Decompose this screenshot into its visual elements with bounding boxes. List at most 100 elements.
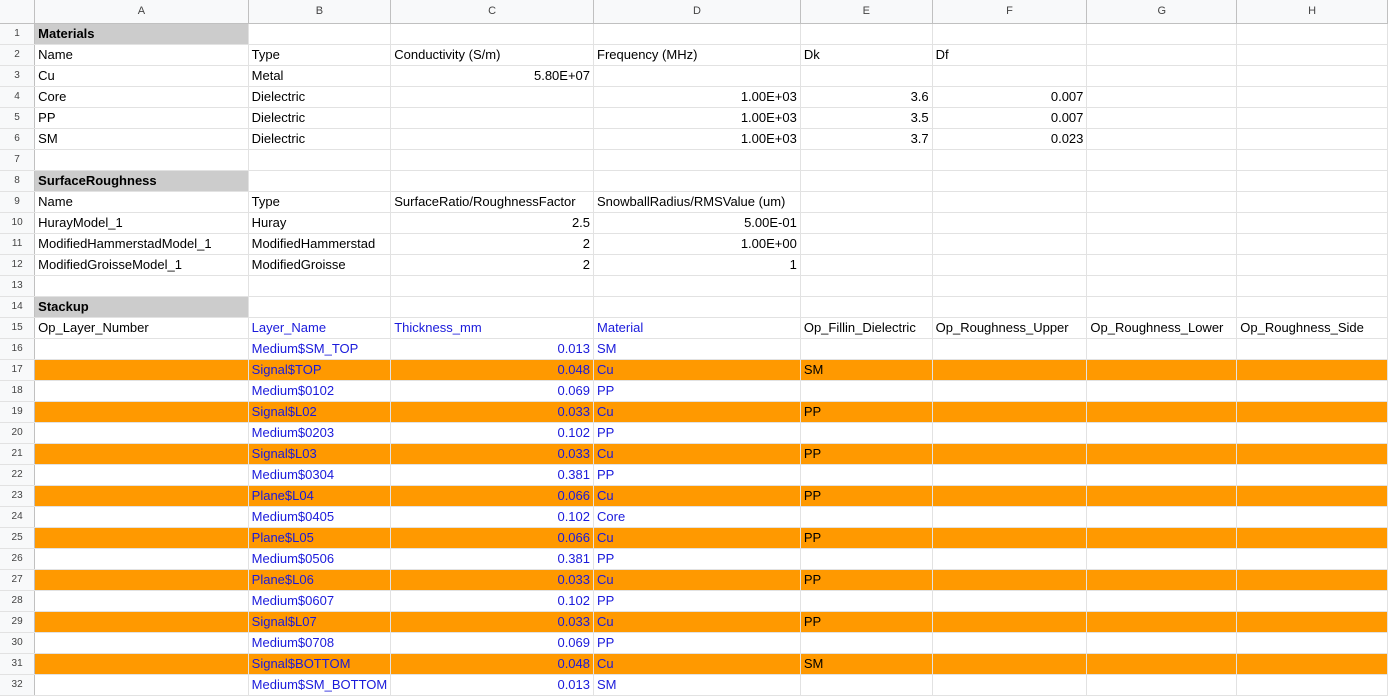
cell-e1[interactable] <box>800 23 933 45</box>
cell-b2[interactable]: Type <box>248 44 392 66</box>
cell-c16[interactable]: 0.013 <box>390 338 595 360</box>
cell-c31[interactable]: 0.048 <box>390 653 595 675</box>
cell-h7[interactable] <box>1236 149 1388 171</box>
cell-e9[interactable] <box>800 191 933 213</box>
cell-a9[interactable]: Name <box>34 191 249 213</box>
cell-b8[interactable] <box>248 170 392 192</box>
cell-f17[interactable] <box>932 359 1088 381</box>
cell-b10[interactable]: Huray <box>248 212 392 234</box>
row-header[interactable]: 29 <box>0 611 36 633</box>
cell-g17[interactable] <box>1086 359 1238 381</box>
cell-g5[interactable] <box>1086 107 1238 129</box>
cell-g11[interactable] <box>1086 233 1238 255</box>
cell-a17[interactable] <box>34 359 249 381</box>
cell-a21[interactable] <box>34 443 249 465</box>
cell-b27[interactable]: Plane$L06 <box>248 569 392 591</box>
row-header[interactable]: 13 <box>0 275 36 297</box>
cell-f19[interactable] <box>932 401 1088 423</box>
cell-h20[interactable] <box>1236 422 1388 444</box>
cell-h24[interactable] <box>1236 506 1388 528</box>
cell-f14[interactable] <box>932 296 1088 318</box>
cell-f8[interactable] <box>932 170 1088 192</box>
cell-c23[interactable]: 0.066 <box>390 485 595 507</box>
cell-d16[interactable]: SM <box>593 338 801 360</box>
cell-f18[interactable] <box>932 380 1088 402</box>
cell-d9[interactable]: SnowballRadius/RMSValue (um) <box>593 191 801 213</box>
cell-e32[interactable] <box>800 674 933 696</box>
cell-e25[interactable]: PP <box>800 527 933 549</box>
cell-b7[interactable] <box>248 149 392 171</box>
cell-f24[interactable] <box>932 506 1088 528</box>
cell-c27[interactable]: 0.033 <box>390 569 595 591</box>
cell-g1[interactable] <box>1086 23 1238 45</box>
row-header[interactable]: 21 <box>0 443 36 465</box>
cell-h27[interactable] <box>1236 569 1388 591</box>
cell-d14[interactable] <box>593 296 801 318</box>
cell-h3[interactable] <box>1236 65 1388 87</box>
cell-a25[interactable] <box>34 527 249 549</box>
cell-g9[interactable] <box>1086 191 1238 213</box>
cell-c12[interactable]: 2 <box>390 254 595 276</box>
cell-f25[interactable] <box>932 527 1088 549</box>
column-header-c[interactable]: C <box>390 0 595 24</box>
row-header[interactable]: 28 <box>0 590 36 612</box>
cell-e14[interactable] <box>800 296 933 318</box>
cell-b32[interactable]: Medium$SM_BOTTOM <box>248 674 392 696</box>
cell-e2[interactable]: Dk <box>800 44 933 66</box>
row-header[interactable]: 5 <box>0 107 36 129</box>
row-header[interactable]: 20 <box>0 422 36 444</box>
cell-d22[interactable]: PP <box>593 464 801 486</box>
cell-d25[interactable]: Cu <box>593 527 801 549</box>
cell-d10[interactable]: 5.00E-01 <box>593 212 801 234</box>
cell-d30[interactable]: PP <box>593 632 801 654</box>
cell-b18[interactable]: Medium$0102 <box>248 380 392 402</box>
cell-g25[interactable] <box>1086 527 1238 549</box>
cell-g16[interactable] <box>1086 338 1238 360</box>
cell-d32[interactable]: SM <box>593 674 801 696</box>
cell-a10[interactable]: HurayModel_1 <box>34 212 249 234</box>
cell-e26[interactable] <box>800 548 933 570</box>
cell-d21[interactable]: Cu <box>593 443 801 465</box>
cell-d29[interactable]: Cu <box>593 611 801 633</box>
cell-h6[interactable] <box>1236 128 1388 150</box>
cell-a18[interactable] <box>34 380 249 402</box>
row-header[interactable]: 15 <box>0 317 36 339</box>
cell-e21[interactable]: PP <box>800 443 933 465</box>
cell-e24[interactable] <box>800 506 933 528</box>
cell-b28[interactable]: Medium$0607 <box>248 590 392 612</box>
row-header[interactable]: 1 <box>0 23 36 45</box>
cell-h5[interactable] <box>1236 107 1388 129</box>
cell-b31[interactable]: Signal$BOTTOM <box>248 653 392 675</box>
column-header-d[interactable]: D <box>593 0 801 24</box>
cell-b30[interactable]: Medium$0708 <box>248 632 392 654</box>
row-header[interactable]: 8 <box>0 170 36 192</box>
cell-c32[interactable]: 0.013 <box>390 674 595 696</box>
cell-a32[interactable] <box>34 674 249 696</box>
cell-a19[interactable] <box>34 401 249 423</box>
cell-c6[interactable] <box>390 128 595 150</box>
cell-h4[interactable] <box>1236 86 1388 108</box>
cell-c3[interactable]: 5.80E+07 <box>390 65 595 87</box>
cell-f29[interactable] <box>932 611 1088 633</box>
cell-h25[interactable] <box>1236 527 1388 549</box>
cell-h17[interactable] <box>1236 359 1388 381</box>
cell-h9[interactable] <box>1236 191 1388 213</box>
cell-d6[interactable]: 1.00E+03 <box>593 128 801 150</box>
row-header[interactable]: 6 <box>0 128 36 150</box>
cell-c29[interactable]: 0.033 <box>390 611 595 633</box>
cell-h10[interactable] <box>1236 212 1388 234</box>
row-header[interactable]: 32 <box>0 674 36 696</box>
cell-c15[interactable]: Thickness_mm <box>390 317 595 339</box>
cell-c1[interactable] <box>390 23 595 45</box>
cell-a1[interactable]: Materials <box>34 23 249 45</box>
cell-c10[interactable]: 2.5 <box>390 212 595 234</box>
cell-d7[interactable] <box>593 149 801 171</box>
cell-h31[interactable] <box>1236 653 1388 675</box>
cell-d2[interactable]: Frequency (MHz) <box>593 44 801 66</box>
cell-f30[interactable] <box>932 632 1088 654</box>
cell-h18[interactable] <box>1236 380 1388 402</box>
cell-e18[interactable] <box>800 380 933 402</box>
cell-c25[interactable]: 0.066 <box>390 527 595 549</box>
cell-b11[interactable]: ModifiedHammerstad <box>248 233 392 255</box>
cell-f13[interactable] <box>932 275 1088 297</box>
